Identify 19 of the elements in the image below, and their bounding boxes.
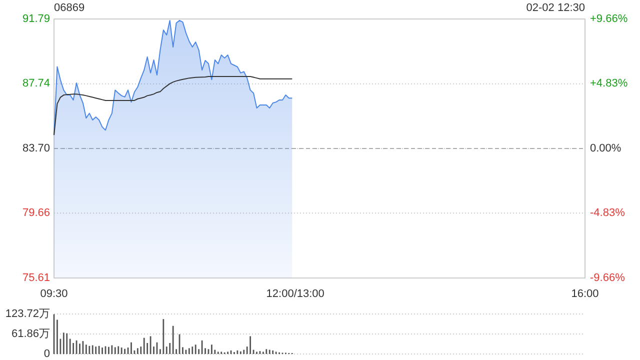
y-tick-label: 61.86万 — [11, 328, 50, 340]
y2-tick-label: -9.66% — [590, 272, 626, 284]
y-tick-label: 75.61 — [22, 272, 50, 284]
y-tick-label: 79.66 — [22, 207, 50, 220]
y-tick-label: 91.79 — [22, 12, 50, 25]
y2-tick-label: -4.83% — [590, 207, 626, 220]
text: 02-02 12:30 — [526, 2, 585, 14]
x-tick-label: 12:00/13:00 — [266, 288, 324, 300]
y2-tick-label: +4.83% — [590, 78, 628, 90]
y-tick-label: 123.72万 — [5, 308, 50, 320]
x-tick-label: 09:30 — [40, 288, 68, 300]
y-tick-label: 0 — [44, 348, 50, 360]
y2-tick-label: 0.00% — [590, 142, 622, 154]
y-tick-label: 83.70 — [22, 142, 50, 154]
line-series — [54, 76, 293, 136]
y-tick-label: 87.74 — [22, 78, 50, 90]
y2-tick-label: +9.66% — [590, 12, 628, 25]
x-tick-label: 16:00 — [571, 288, 599, 300]
chart-title: 06869 — [54, 2, 85, 14]
